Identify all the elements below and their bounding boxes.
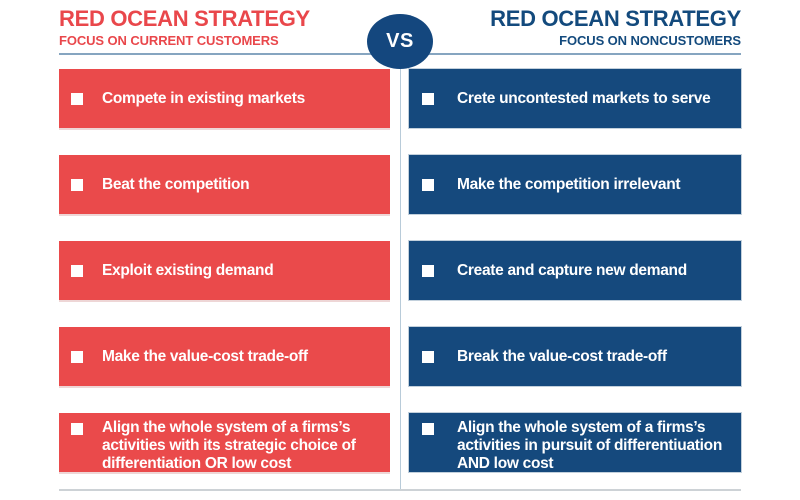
strategy-item-right-5: Align the whole system of a firms’s acti… [409,413,741,472]
strategy-item-right-2: Make the competition irrelevant [409,155,741,214]
strategy-item-text: Break the value-cost trade-off [457,347,667,365]
bullet-square-icon [422,423,434,435]
strategy-item-left-1: Compete in existing markets [59,69,390,128]
strategy-item-right-3: Create and capture new demand [409,241,741,300]
bullet-square-icon [71,92,83,105]
vs-badge: VS [367,14,433,69]
strategy-item-text: Make the competition irrelevant [457,175,681,193]
right-column-header: RED OCEAN STRATEGY FOCUS ON NONCUSTOMERS [409,6,741,49]
bullet-square-icon [71,178,83,191]
bullet-square-icon [422,92,434,105]
bullet-square-icon [422,178,434,191]
strategy-item-left-4: Make the value-cost trade-off [59,327,390,386]
right-strategy-column: Crete uncontested markets to serve Make … [409,69,741,472]
bullet-square-icon [71,264,83,277]
strategy-item-text: Crete uncontested markets to serve [457,89,711,107]
center-divider-line [400,56,401,489]
left-column-title: RED OCEAN STRATEGY [59,6,310,31]
left-strategy-column: Compete in existing markets Beat the com… [59,69,390,472]
right-column-title: RED OCEAN STRATEGY [490,6,741,31]
bullet-square-icon [422,264,434,277]
strategy-item-left-3: Exploit existing demand [59,241,390,300]
bottom-border-line [59,489,741,491]
left-column-header: RED OCEAN STRATEGY FOCUS ON CURRENT CUST… [59,6,391,49]
bullet-square-icon [71,350,83,363]
bullet-square-icon [71,423,83,435]
strategy-item-text: Align the whole system of a firms’s acti… [457,419,722,472]
strategy-item-right-1: Crete uncontested markets to serve [409,69,741,128]
strategy-item-text: Make the value-cost trade-off [102,347,308,365]
right-column-subtitle: FOCUS ON NONCUSTOMERS [559,33,741,49]
strategy-item-text: Compete in existing markets [102,89,305,107]
strategy-item-left-5: Align the whole system of a firms’s acti… [59,413,390,472]
strategy-item-text: Create and capture new demand [457,261,687,279]
strategy-item-text: Exploit existing demand [102,261,274,279]
strategy-item-left-2: Beat the competition [59,155,390,214]
strategy-item-right-4: Break the value-cost trade-off [409,327,741,386]
strategy-item-text: Align the whole system of a firms’s acti… [102,419,356,472]
left-column-subtitle: FOCUS ON CURRENT CUSTOMERS [59,33,279,49]
vs-label: VS [386,30,414,52]
bullet-square-icon [422,350,434,363]
strategy-item-text: Beat the competition [102,175,250,193]
